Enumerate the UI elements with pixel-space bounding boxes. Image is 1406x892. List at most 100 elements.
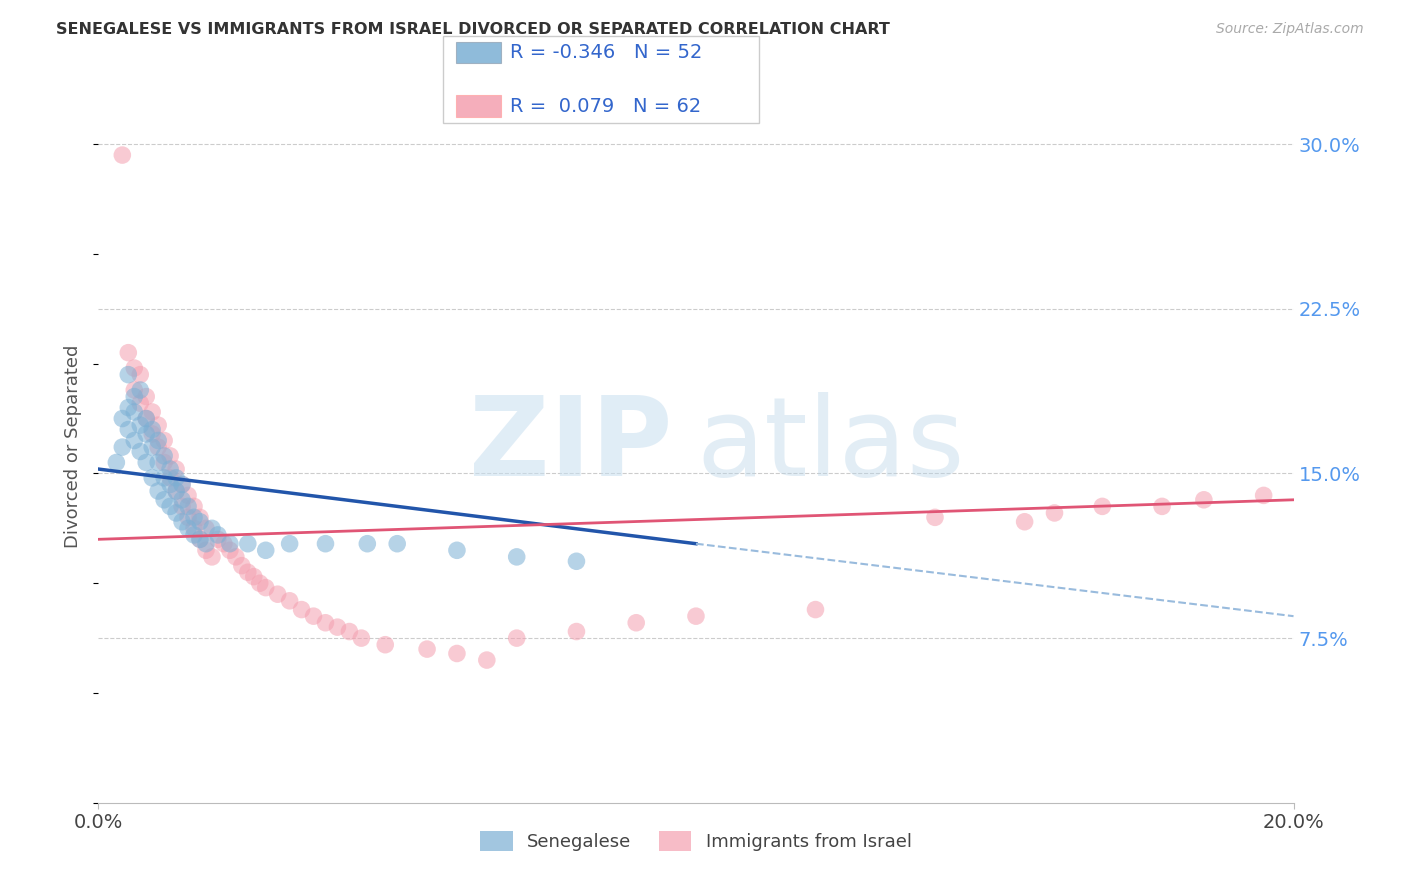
Point xyxy=(225,549,247,564)
Point xyxy=(326,620,349,634)
Point xyxy=(385,537,409,551)
Point xyxy=(1091,500,1114,514)
Point xyxy=(117,423,139,437)
Point xyxy=(172,500,194,514)
Point xyxy=(446,543,468,558)
Point xyxy=(159,477,181,491)
Point xyxy=(183,528,205,542)
Text: atlas: atlas xyxy=(696,392,965,500)
Point xyxy=(124,434,146,448)
Point xyxy=(129,444,152,458)
Point xyxy=(153,434,176,448)
Point xyxy=(129,368,152,382)
Point xyxy=(141,440,163,454)
Point xyxy=(236,566,259,580)
Point xyxy=(148,434,170,448)
Point xyxy=(153,492,176,507)
Point xyxy=(165,471,187,485)
Legend: Senegalese, Immigrants from Israel: Senegalese, Immigrants from Israel xyxy=(474,823,918,858)
Point xyxy=(374,638,396,652)
Point xyxy=(315,537,337,551)
Point xyxy=(124,383,146,397)
Text: SENEGALESE VS IMMIGRANTS FROM ISRAEL DIVORCED OR SEPARATED CORRELATION CHART: SENEGALESE VS IMMIGRANTS FROM ISRAEL DIV… xyxy=(56,22,890,37)
Point xyxy=(148,483,170,498)
Text: Source: ZipAtlas.com: Source: ZipAtlas.com xyxy=(1216,22,1364,37)
Point xyxy=(124,405,146,419)
Point xyxy=(111,148,134,162)
Point xyxy=(177,488,200,502)
Point xyxy=(148,418,170,433)
Point xyxy=(267,587,290,601)
Point xyxy=(165,506,187,520)
Point xyxy=(135,411,157,425)
Point xyxy=(201,521,224,535)
Point xyxy=(141,471,163,485)
Point xyxy=(183,521,205,535)
Point xyxy=(1152,500,1174,514)
Point xyxy=(804,602,827,616)
Point xyxy=(177,500,200,514)
Point xyxy=(506,631,529,645)
Point xyxy=(159,449,181,463)
Point xyxy=(356,537,378,551)
Point xyxy=(1043,506,1066,520)
Point xyxy=(254,581,277,595)
Point xyxy=(124,390,146,404)
Point xyxy=(254,543,277,558)
Y-axis label: Divorced or Separated: Divorced or Separated xyxy=(65,344,83,548)
Point xyxy=(129,396,152,410)
Point xyxy=(339,624,361,639)
Point xyxy=(135,455,157,469)
Point xyxy=(565,624,588,639)
Point xyxy=(124,361,146,376)
Point xyxy=(129,383,152,397)
Point xyxy=(165,483,187,498)
Point xyxy=(135,411,157,425)
Point xyxy=(188,515,211,529)
Point xyxy=(141,405,163,419)
Point xyxy=(117,345,139,359)
Point xyxy=(1253,488,1275,502)
Point xyxy=(446,647,468,661)
Point xyxy=(302,609,325,624)
Point xyxy=(506,549,529,564)
Point xyxy=(135,426,157,441)
Point xyxy=(231,558,253,573)
Point xyxy=(315,615,337,630)
Point xyxy=(475,653,498,667)
Point xyxy=(195,537,218,551)
Point xyxy=(159,462,181,476)
Point xyxy=(626,615,648,630)
Point xyxy=(172,477,194,491)
Point xyxy=(105,455,128,469)
Point xyxy=(177,521,200,535)
Point xyxy=(165,483,187,498)
Point xyxy=(165,462,187,476)
Point xyxy=(1192,492,1215,507)
Point xyxy=(219,543,242,558)
Point xyxy=(111,440,134,454)
Point xyxy=(117,368,139,382)
Point xyxy=(117,401,139,415)
Point xyxy=(172,515,194,529)
Point xyxy=(195,521,218,535)
Point xyxy=(291,602,314,616)
Point xyxy=(188,533,211,547)
Point xyxy=(207,533,229,547)
Point xyxy=(159,500,181,514)
Point xyxy=(111,411,134,425)
Point xyxy=(219,537,242,551)
Point xyxy=(565,554,588,568)
Point xyxy=(350,631,373,645)
Point xyxy=(1014,515,1036,529)
Point xyxy=(249,576,271,591)
Point xyxy=(153,471,176,485)
Point xyxy=(188,510,211,524)
Point xyxy=(188,533,211,547)
Point xyxy=(159,471,181,485)
Point xyxy=(924,510,946,524)
Point xyxy=(177,510,200,524)
Point xyxy=(153,449,176,463)
Text: R = -0.346   N = 52: R = -0.346 N = 52 xyxy=(510,43,703,62)
Text: R =  0.079   N = 62: R = 0.079 N = 62 xyxy=(510,96,702,116)
